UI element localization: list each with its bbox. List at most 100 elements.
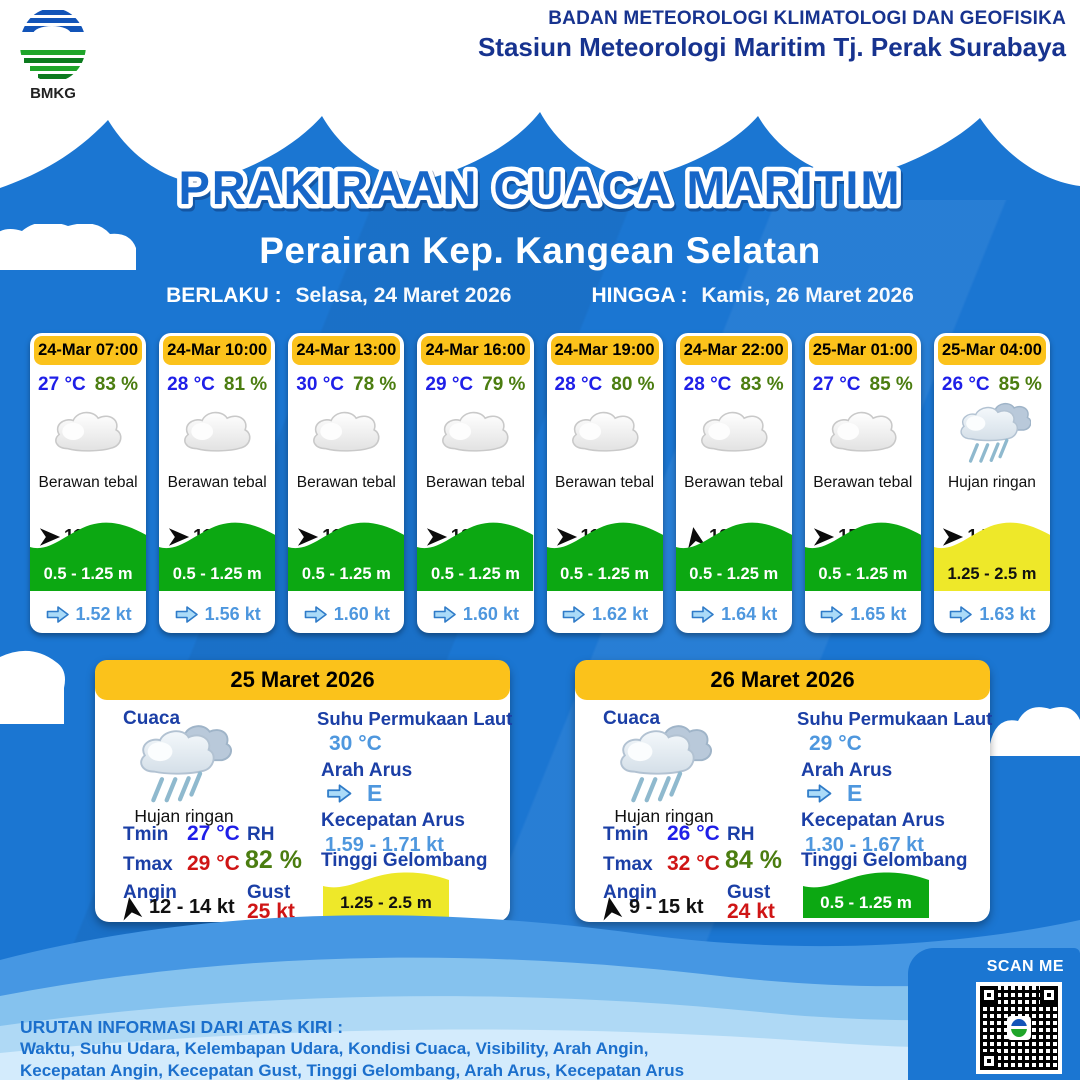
tmax-label: Tmax xyxy=(123,854,173,875)
current-row: 1.63 kt xyxy=(934,604,1050,625)
temp-humidity-row: 28 °C 80 % xyxy=(555,374,655,396)
footer-waves xyxy=(0,915,1080,1080)
sst-value: 29 °C xyxy=(809,732,862,755)
angin-label: Angin xyxy=(603,882,657,903)
current-speed: 1.65 kt xyxy=(850,604,907,624)
daily-forecast-card: 26 Maret 2026 Cuaca Hujan ringan Tmin 26… xyxy=(575,660,992,923)
temp-humidity-row: 29 °C 79 % xyxy=(425,374,525,396)
current-direction-icon xyxy=(433,606,456,623)
relative-humidity: 83 % xyxy=(94,374,139,395)
current-speed: 1.64 kt xyxy=(721,604,778,624)
air-temperature: 29 °C xyxy=(425,374,474,395)
weather-condition: Berawan tebal xyxy=(296,474,396,491)
wind-range: 9 - 15 kt xyxy=(629,896,704,918)
weather-condition: Berawan tebal xyxy=(167,474,267,491)
current-speed: 1.52 kt xyxy=(75,604,132,624)
tinggi-gelombang-label: Tinggi Gelombang xyxy=(321,850,488,871)
rain-icon xyxy=(953,400,1031,466)
hourly-card: 24-Mar 19:00 28 °C 80 % Berawan tebal 11… xyxy=(546,333,663,633)
scan-me-label: SCAN ME xyxy=(986,958,1064,975)
current-direction: E xyxy=(367,780,383,806)
info-legend: URUTAN INFORMASI DARI ATAS KIRI : Waktu,… xyxy=(20,1016,684,1080)
station-name: Stasiun Meteorologi Maritim Tj. Perak Su… xyxy=(477,32,1066,62)
area-name: Perairan Kep. Kangean Selatan xyxy=(259,230,821,271)
wave-height-band: 0.5 - 1.25 m xyxy=(288,517,405,591)
wave-height-band: 0.5 - 1.25 m xyxy=(30,517,147,591)
valid-from-label: BERLAKU : xyxy=(166,284,282,307)
relative-humidity: 83 % xyxy=(740,374,784,395)
air-temperature: 26 °C xyxy=(941,374,990,395)
current-row: 1.60 kt xyxy=(417,604,533,625)
hourly-forecast-row: 24-Mar 07:00 27 °C 83 % Berawan tebal 11… xyxy=(30,333,1050,633)
valid-from: BERLAKU : Selasa, 24 Maret 2026 xyxy=(166,284,511,308)
temp-humidity-row: 30 °C 78 % xyxy=(296,374,396,396)
cloud-icon xyxy=(695,400,773,466)
air-temperature: 27 °C xyxy=(812,374,861,395)
agency-name: BADAN METEOROLOGI KLIMATOLOGI DAN GEOFIS… xyxy=(548,8,1066,29)
legend-line2: Waktu, Suhu Udara, Kelembapan Udara, Kon… xyxy=(20,1039,649,1059)
bmkg-logo-label: BMKG xyxy=(30,85,76,102)
air-temperature: 28 °C xyxy=(683,374,732,395)
wave-height-band: 0.5 - 1.25 m xyxy=(159,517,276,591)
current-direction-icon xyxy=(327,784,352,803)
wave-height: 0.5 - 1.25 m xyxy=(689,565,779,583)
weather-condition: Hujan ringan xyxy=(947,474,1036,491)
temp-humidity-row: 26 °C 85 % xyxy=(942,374,1042,396)
wave-height-band: 1.25 - 2.5 m xyxy=(933,517,1050,591)
weather-condition: Hujan ringan xyxy=(134,806,234,826)
forecast-time: 24-Mar 07:00 xyxy=(34,336,143,365)
current-direction-row: E xyxy=(805,780,862,807)
current-direction-icon xyxy=(950,606,973,623)
current-speed: 1.63 kt xyxy=(979,604,1036,624)
tmin-label: Tmin xyxy=(603,824,649,845)
relative-humidity: 85 % xyxy=(869,374,913,395)
air-temperature: 27 °C xyxy=(38,374,86,395)
forecast-time: 24-Mar 13:00 xyxy=(292,336,401,365)
wind-row: 12 - 14 kt xyxy=(119,895,235,920)
wave-height: 0.5 - 1.25 m xyxy=(818,565,908,583)
wind-range: 12 - 14 kt xyxy=(149,896,235,918)
current-row: 1.52 kt xyxy=(30,604,146,625)
relative-humidity: 78 % xyxy=(353,374,397,395)
wave-height: 0.5 - 1.25 m xyxy=(43,565,133,583)
forecast-time: 24-Mar 16:00 xyxy=(421,336,530,365)
air-temperature: 30 °C xyxy=(296,374,345,395)
wave-height-band: 0.5 - 1.25 m xyxy=(804,517,921,591)
gust-label: Gust xyxy=(727,882,771,903)
weather-condition: Berawan tebal xyxy=(555,474,655,491)
qr-code xyxy=(976,982,1062,1074)
current-row: 1.56 kt xyxy=(159,604,275,625)
forecast-time: 25-Mar 04:00 xyxy=(937,336,1046,365)
cuaca-label: Cuaca xyxy=(123,708,181,729)
weather-condition: Berawan tebal xyxy=(684,474,784,491)
valid-to-label: HINGGA : xyxy=(591,284,688,307)
current-speed: 1.60 kt xyxy=(462,604,519,624)
kecepatan-arus-label: Kecepatan Arus xyxy=(321,810,465,831)
rain-icon xyxy=(609,724,713,804)
weather-condition: Berawan tebal xyxy=(813,474,913,491)
wave-height: 0.5 - 1.25 m xyxy=(172,565,262,583)
current-row: 1.65 kt xyxy=(805,604,921,625)
cloud-icon xyxy=(824,400,902,466)
legend-line3: Kecepatan Angin, Kecepatan Gust, Tinggi … xyxy=(20,1061,685,1080)
qr-finder-icon xyxy=(980,986,998,1004)
qr-finder-icon xyxy=(980,1052,998,1070)
wave-height: 0.5 - 1.25 m xyxy=(560,565,650,583)
wave-height-band: 1.25 - 2.5 m xyxy=(323,870,449,918)
arah-arus-label: Arah Arus xyxy=(321,760,413,781)
qr-finder-icon xyxy=(1040,986,1058,1004)
tinggi-gelombang-label: Tinggi Gelombang xyxy=(801,850,968,871)
tmax-label: Tmax xyxy=(603,854,653,875)
daily-forecast-card: 25 Maret 2026 Cuaca Hujan ringan Tmin 27… xyxy=(95,660,512,923)
weather-condition: Berawan tebal xyxy=(38,474,138,491)
rain-icon xyxy=(129,724,233,804)
cloud-decoration-right xyxy=(990,707,1080,756)
angin-label: Angin xyxy=(123,882,177,903)
arah-arus-label: Arah Arus xyxy=(801,760,893,781)
rh-value: 82 % xyxy=(245,846,302,874)
hourly-card: 24-Mar 10:00 28 °C 81 % Berawan tebal 11… xyxy=(159,333,276,633)
hourly-card: 24-Mar 13:00 30 °C 78 % Berawan tebal 11… xyxy=(288,333,405,633)
tmin-value: 26 °C xyxy=(667,822,720,845)
current-direction-icon xyxy=(562,606,585,623)
